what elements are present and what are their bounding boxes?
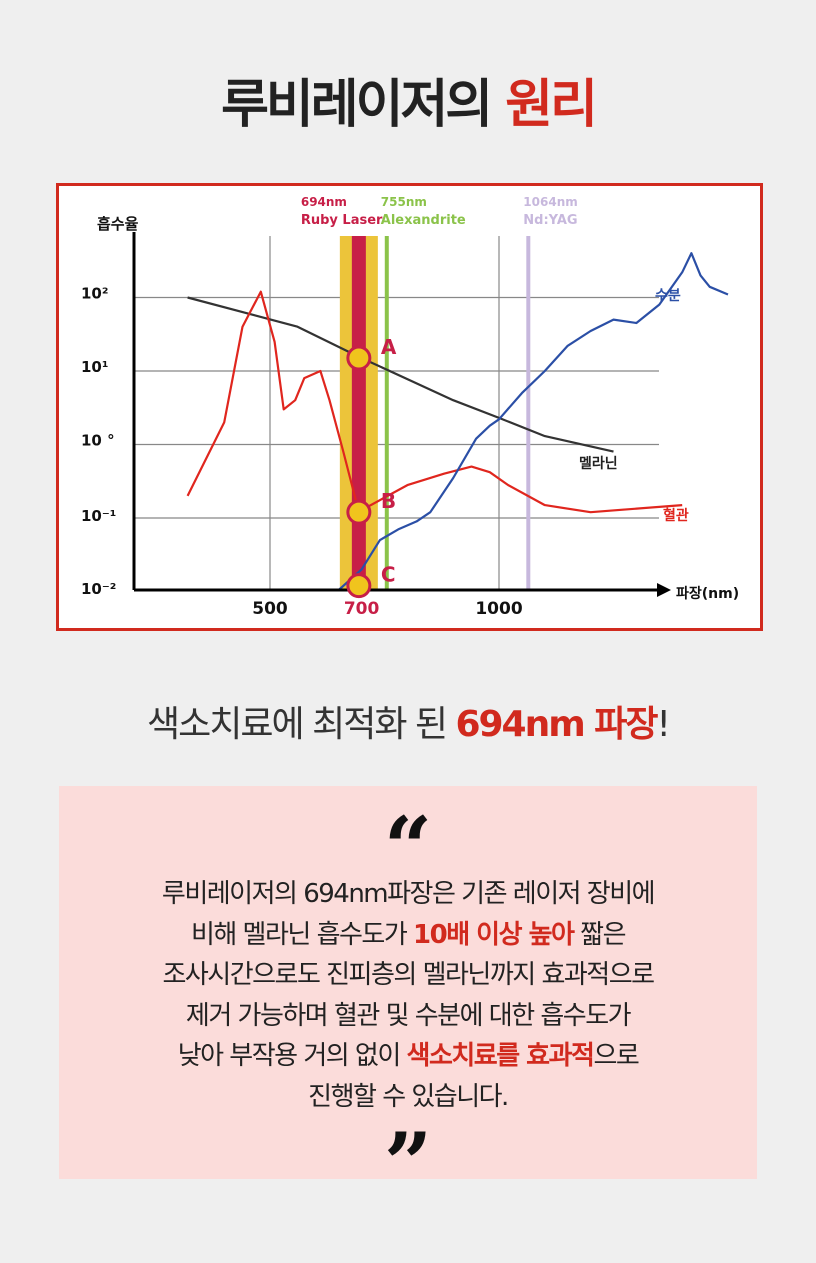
subtitle-main: 색소치료에 최적화 된 <box>147 704 456 745</box>
absorption-chart: 694nm Ruby Laser 755nm Alexandrite 1064nm Nd:… <box>56 183 763 631</box>
subtitle-accent: 694nm 파장 <box>455 704 658 745</box>
wavelength-label-top: 1064nm <box>523 195 577 209</box>
quote-line: 제거 가능하며 혈관 및 수분에 대한 흡수도가 <box>185 1000 632 1031</box>
absorption-chart-svg: 694nm Ruby Laser 755nm Alexandrite 1064nm Nd:… <box>81 195 739 619</box>
y-axis-title: 흡수율 <box>97 215 139 233</box>
y-tick-label: 10⁻¹ <box>81 507 116 525</box>
wavelength-label-top: 694nm <box>301 195 347 209</box>
y-tick-label: 10² <box>81 285 108 303</box>
quote-highlight: 색소치료를 효과적 <box>406 1041 595 1071</box>
series-label: 혈관 <box>663 507 689 524</box>
series-line <box>187 296 614 453</box>
quote-text: 낮아 부작용 거의 없이 <box>177 1041 407 1071</box>
x-tick-label: 1000 <box>475 599 522 619</box>
subtitle-end: ! <box>656 704 672 745</box>
y-tick-label: 10¹ <box>81 358 108 376</box>
wavelength-label-bottom: Ruby Laser <box>301 213 383 228</box>
marker-label: B <box>381 489 396 513</box>
series-label: 수분 <box>655 288 681 304</box>
series-label: 멜라닌 <box>579 456 618 472</box>
marker-point <box>346 573 372 599</box>
subtitle: 색소치료에 최적화 된 694nm 파장! <box>0 695 816 747</box>
wavelength-label-bottom: Alexandrite <box>381 213 466 228</box>
marker-point <box>346 499 372 525</box>
quote-line: 비해 멜라닌 흡수도가 10배 이상 높아 짧은 <box>69 915 747 956</box>
quote-body: 루비레이저의 694nm파장은 기존 레이저 장비에 비해 멜라닌 흡수도가 1… <box>69 874 747 1117</box>
quote-text: 으로 <box>593 1041 639 1071</box>
wavelength-label-bottom: Nd:YAG <box>523 213 577 228</box>
x-axis-title: 파장(nm) <box>676 585 739 602</box>
quote-line: 루비레이저의 694nm파장은 기존 레이저 장비에 <box>161 879 656 909</box>
title-main: 루비레이저의 <box>221 75 506 135</box>
x-tick-label: 500 <box>252 599 288 619</box>
x-axis-arrow-icon <box>657 583 671 597</box>
open-quote-icon: “ <box>383 798 433 897</box>
marker-point <box>346 345 372 371</box>
quote-line: 조사시간으로도 진피층의 멜라닌까지 효과적으로 <box>162 960 655 990</box>
series-line <box>186 290 683 514</box>
quote-line: 낮아 부작용 거의 없이 색소치료를 효과적으로 <box>69 1036 747 1077</box>
quote-highlight: 10배 이상 높아 <box>413 919 575 950</box>
y-tick-label: 10 ° <box>81 432 115 450</box>
quote-text: 비해 멜라닌 흡수도가 <box>190 919 414 950</box>
close-quote-icon: ” <box>383 1114 433 1213</box>
quote-box: “ 루비레이저의 694nm파장은 기존 레이저 장비에 비해 멜라닌 흡수도가… <box>59 786 757 1206</box>
quote-line: 진행할 수 있습니다. <box>308 1081 509 1112</box>
quote-text: 짧은 <box>573 919 626 950</box>
x-tick-label: 700 <box>344 599 380 619</box>
y-tick-label: 10⁻² <box>81 580 116 598</box>
title-accent: 원리 <box>505 75 598 135</box>
marker-label: C <box>381 563 396 587</box>
marker-label: A <box>381 335 397 359</box>
page-title: 루비레이저의 원리 <box>0 62 816 137</box>
series-line <box>337 252 729 591</box>
wavelength-label-top: 755nm <box>381 195 427 209</box>
